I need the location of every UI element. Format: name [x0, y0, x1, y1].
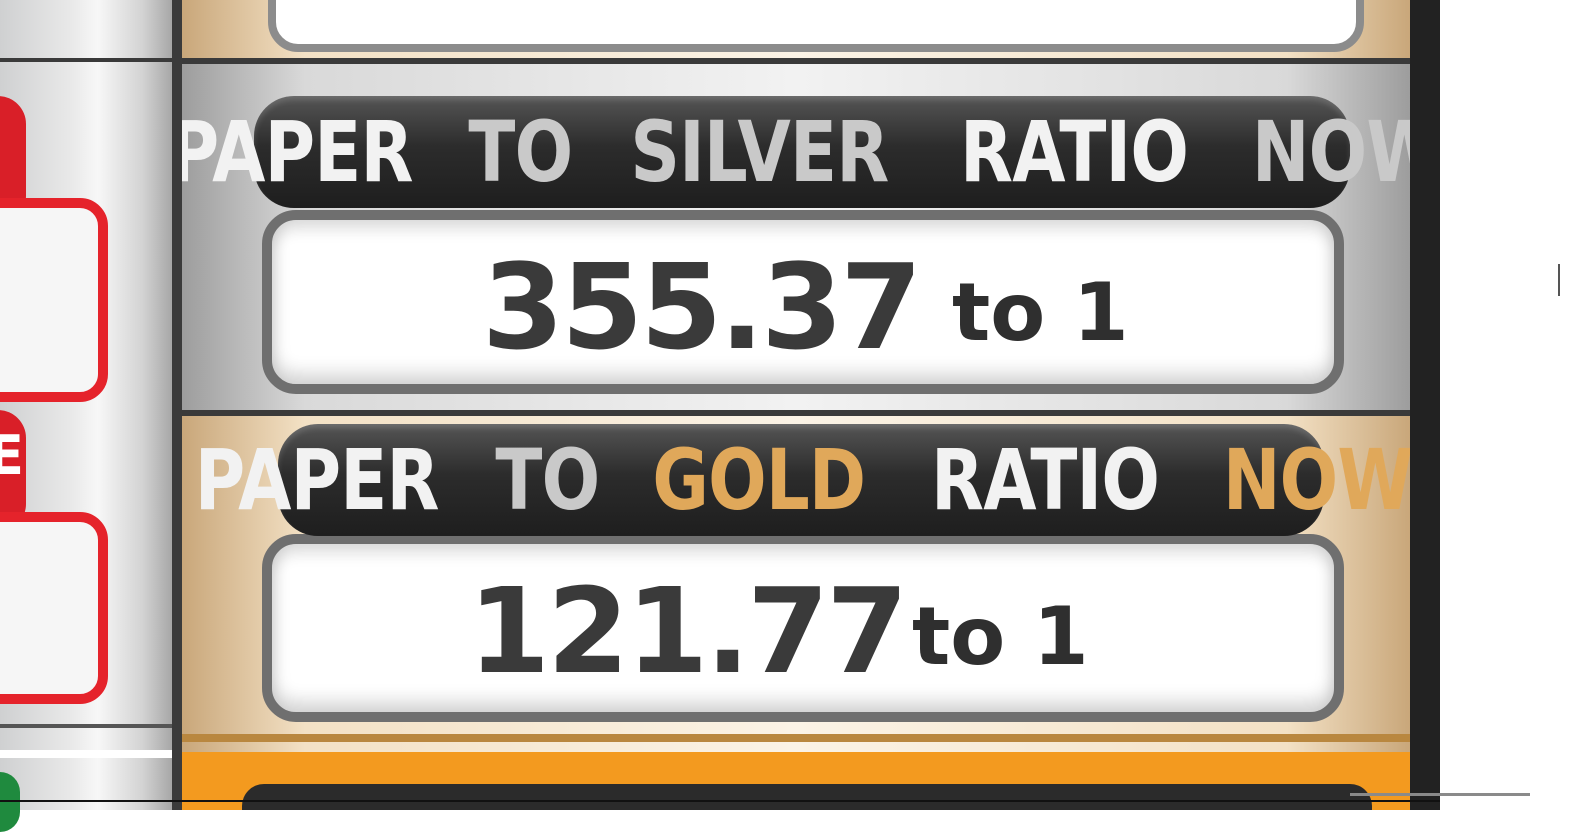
right-edge-bar — [1410, 0, 1440, 810]
silver-label-word-4: RATIO — [959, 103, 1189, 201]
scroll-indicator[interactable] — [1350, 793, 1530, 796]
band-line-top — [182, 58, 1410, 64]
bottom-border — [0, 800, 1440, 802]
silver-ratio-unit: to 1 — [952, 266, 1129, 359]
gold-value-box: 121.77 to 1 — [262, 534, 1344, 722]
red-box-upper — [0, 198, 108, 402]
page-margin — [1440, 0, 1582, 810]
top-value-box — [268, 0, 1364, 52]
green-tab — [0, 772, 20, 832]
silver-label-word-5: NOW — [1251, 103, 1410, 201]
gold-label-word-1: PAPER — [195, 431, 440, 529]
silver-value-box: 355.37 to 1 — [262, 210, 1344, 394]
gold-ratio-value: 121.77 — [468, 562, 908, 700]
silver-label-bar: PAPER TO SILVER RATIO NOW — [182, 96, 1410, 208]
gold-label-word-4: RATIO — [931, 431, 1160, 529]
left-white-strip — [0, 750, 178, 758]
red-box-lower — [0, 512, 108, 704]
silver-label-word-1: PAPER — [182, 103, 413, 201]
gold-label-word-5: NOW — [1223, 431, 1410, 529]
column-divider — [172, 0, 182, 810]
band-line-gold — [182, 734, 1410, 742]
gold-label-bar: PAPER TO GOLD RATIO NOW — [195, 424, 1410, 536]
silver-ratio-value: 355.37 — [482, 238, 922, 376]
ratio-panel: 355.37 to 1 PAPER TO SILVER RATIO NOW 12… — [182, 0, 1410, 810]
text-cursor — [1558, 264, 1560, 296]
next-label-bar — [242, 784, 1372, 810]
left-divider-bottom — [0, 724, 178, 728]
silver-label-word-3: SILVER — [630, 103, 889, 201]
tab-glyph: E — [0, 424, 24, 487]
band-line-middle — [182, 410, 1410, 416]
gold-label-word-2: TO — [495, 431, 600, 529]
red-tab-lower: E — [0, 410, 26, 532]
gold-ratio-unit: to 1 — [912, 590, 1089, 683]
gold-label-word-3: GOLD — [651, 431, 866, 529]
left-panel: E — [0, 0, 178, 832]
silver-label-word-2: TO — [468, 103, 574, 201]
left-divider-top — [0, 58, 178, 62]
